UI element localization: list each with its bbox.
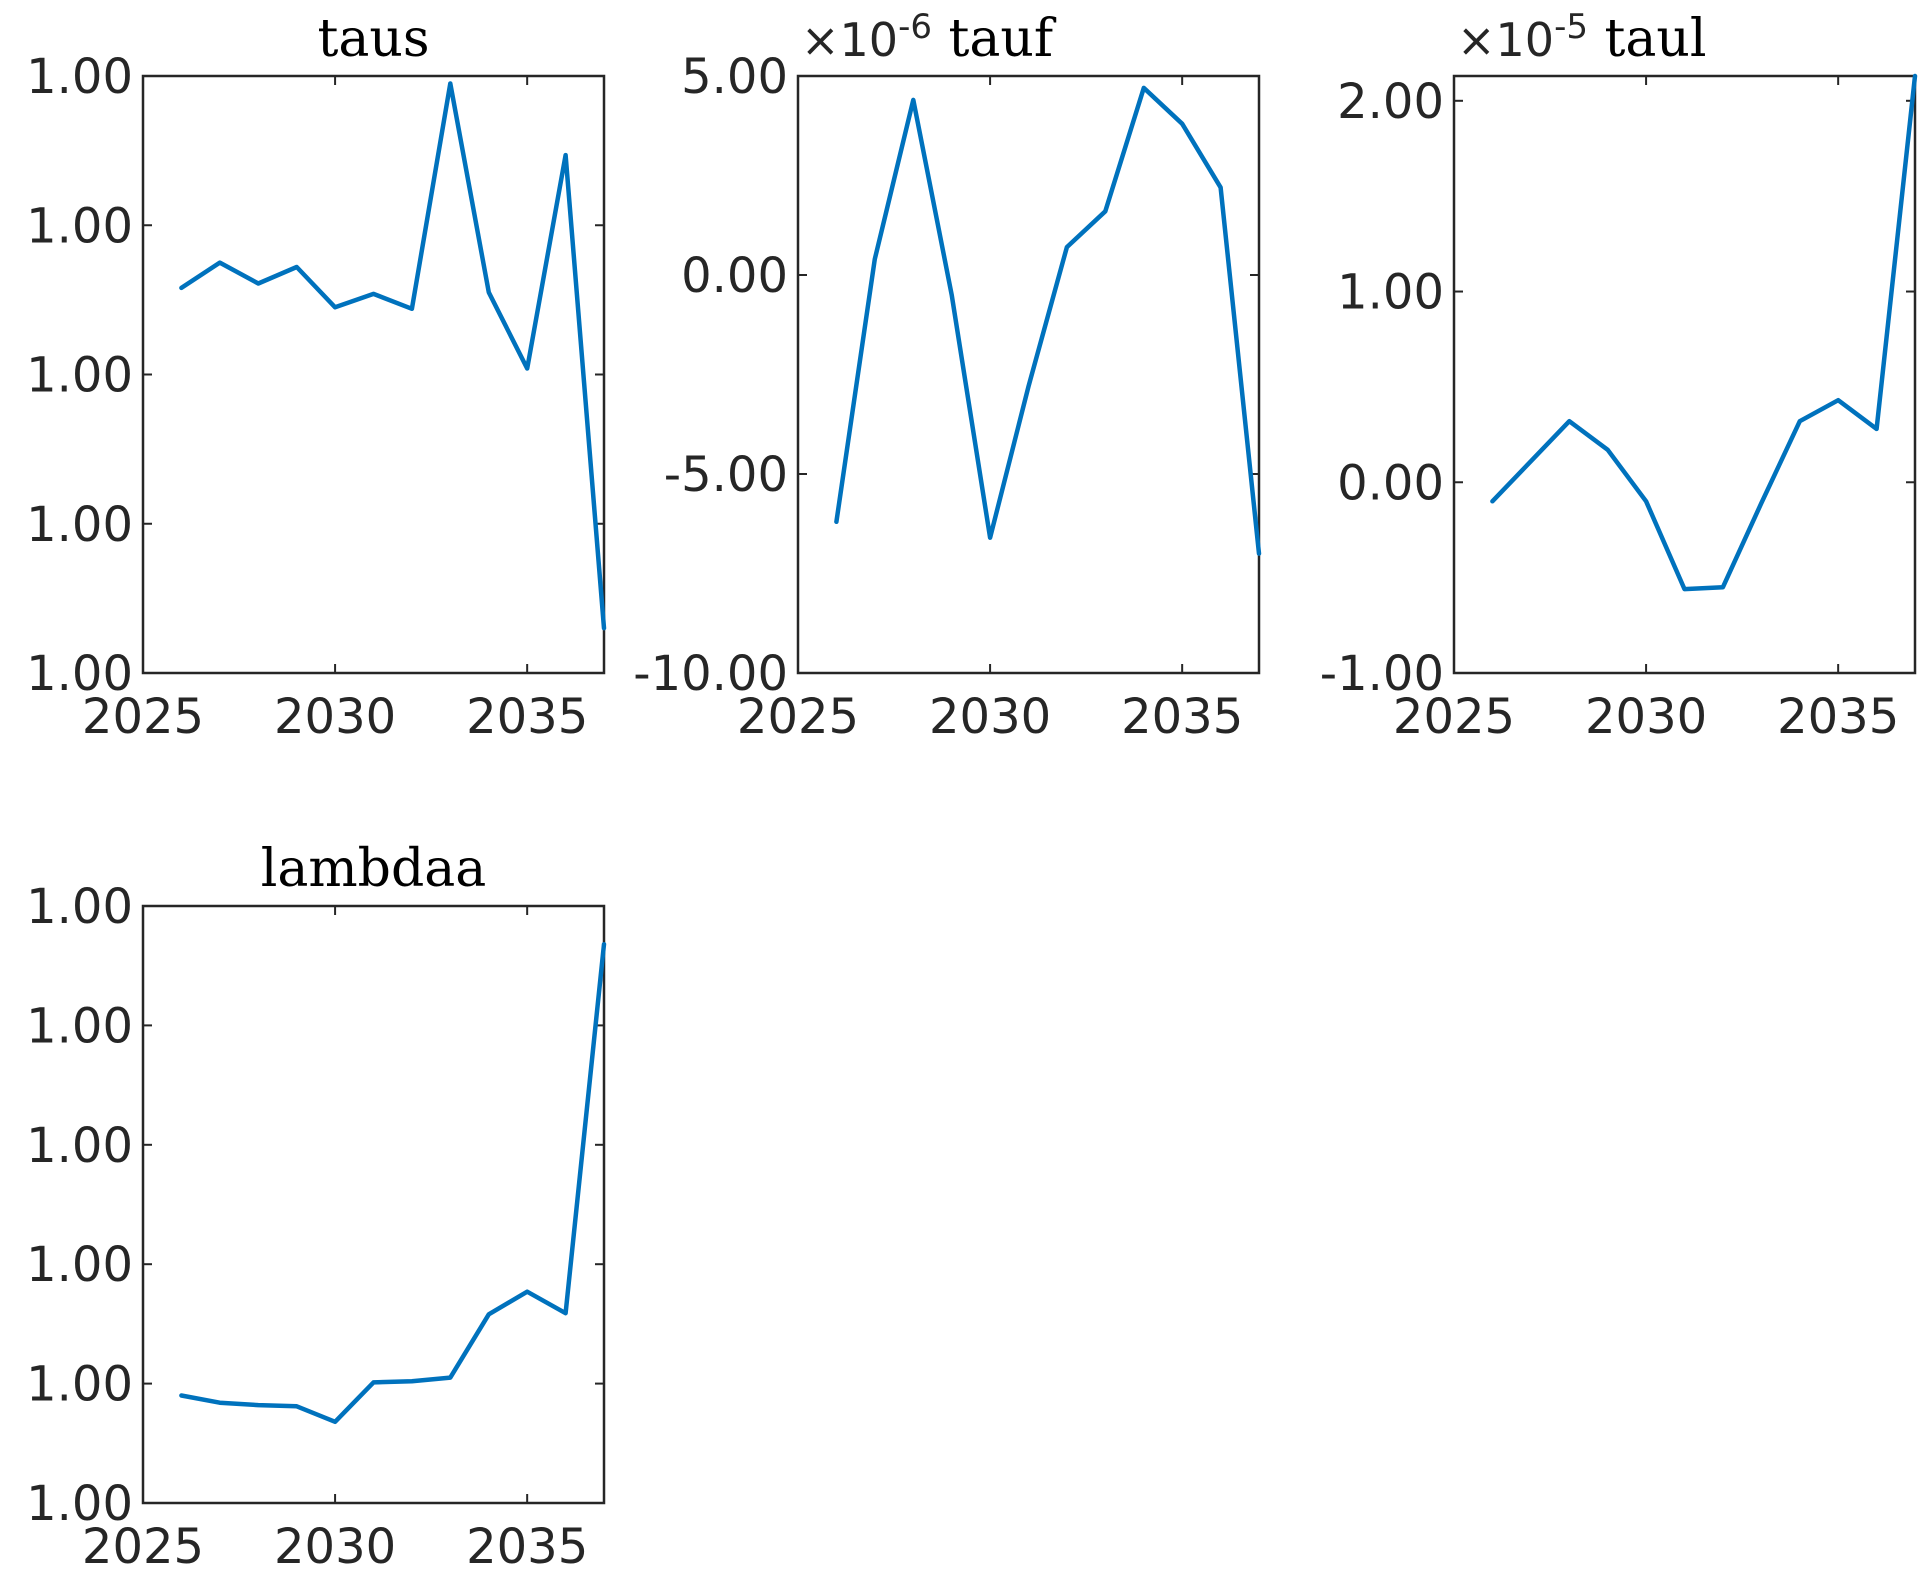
subplot-tauf: 2025 2030 2035 -10.00 -5.00 0.00 5.00×10-6 tau…: [633, 7, 1262, 745]
x-tick-label: 2030: [1585, 689, 1707, 745]
y-tick-label: 1.00: [26, 646, 133, 702]
x-tick-label: 2025: [82, 689, 204, 745]
x-tick-label: 2030: [929, 689, 1051, 745]
y-tick-label: 0.00: [1337, 455, 1444, 511]
x-tick-label: 2025: [82, 1519, 204, 1575]
axes-box: [796, 74, 1261, 675]
y-tick-label: 1.00: [26, 879, 133, 935]
y-tick-label: 1.00: [26, 497, 133, 553]
y-tick-label: 1.00: [26, 348, 133, 404]
exponent-label: ×10-5 taul: [1457, 7, 1707, 69]
y-tick-label: 1.00: [1337, 265, 1444, 321]
y-tick-label: 1.00: [26, 1237, 133, 1293]
y-tick-label: 1.00: [26, 1476, 133, 1532]
x-tick-label: 2030: [274, 689, 396, 745]
x-tick-label: 2035: [1777, 689, 1899, 745]
x-tick-label: 2035: [466, 1519, 588, 1575]
series-line: [179, 81, 607, 631]
chart-title: lambdaa: [261, 839, 487, 899]
y-tick-label: -1.00: [1320, 646, 1444, 702]
exponent-label: ×10-6 tauf: [801, 7, 1057, 69]
y-tick-label: 1.00: [26, 49, 133, 105]
subplot-taus: 2025 2030 2035 1.00 1.00 1.00 1.00 1.00 taus: [26, 9, 607, 745]
series-line: [834, 85, 1262, 556]
x-tick-label: 2030: [274, 1519, 396, 1575]
chart-title: taus: [317, 9, 429, 69]
y-tick-label: 2.00: [1337, 74, 1444, 130]
y-tick-label: -10.00: [633, 646, 788, 702]
y-tick-label: 1.00: [26, 1357, 133, 1413]
x-tick-label: 2035: [466, 689, 588, 745]
subplot-taul: 2025 2030 2035 -1.00 0.00 1.00 2.00×10-5 taul: [1320, 7, 1918, 745]
series-line: [1490, 73, 1918, 592]
y-tick-label: 1.00: [26, 1118, 133, 1174]
y-tick-label: 1.00: [26, 998, 133, 1054]
x-tick-label: 2025: [1393, 689, 1515, 745]
subplot-lambdaa: 2025 2030 2035 1.00 1.00 1.00 1.00 1.00 1.00 lamb…: [26, 839, 607, 1575]
y-tick-label: 5.00: [681, 49, 788, 105]
series-line: [179, 941, 607, 1425]
y-tick-label: -5.00: [664, 447, 788, 503]
x-tick-label: 2035: [1121, 689, 1243, 745]
axes-box: [141, 904, 606, 1505]
axes-box: [141, 74, 606, 675]
axes-box: [1452, 74, 1917, 675]
y-tick-label: 0.00: [681, 248, 788, 304]
y-tick-label: 1.00: [26, 198, 133, 254]
x-tick-label: 2025: [737, 689, 859, 745]
